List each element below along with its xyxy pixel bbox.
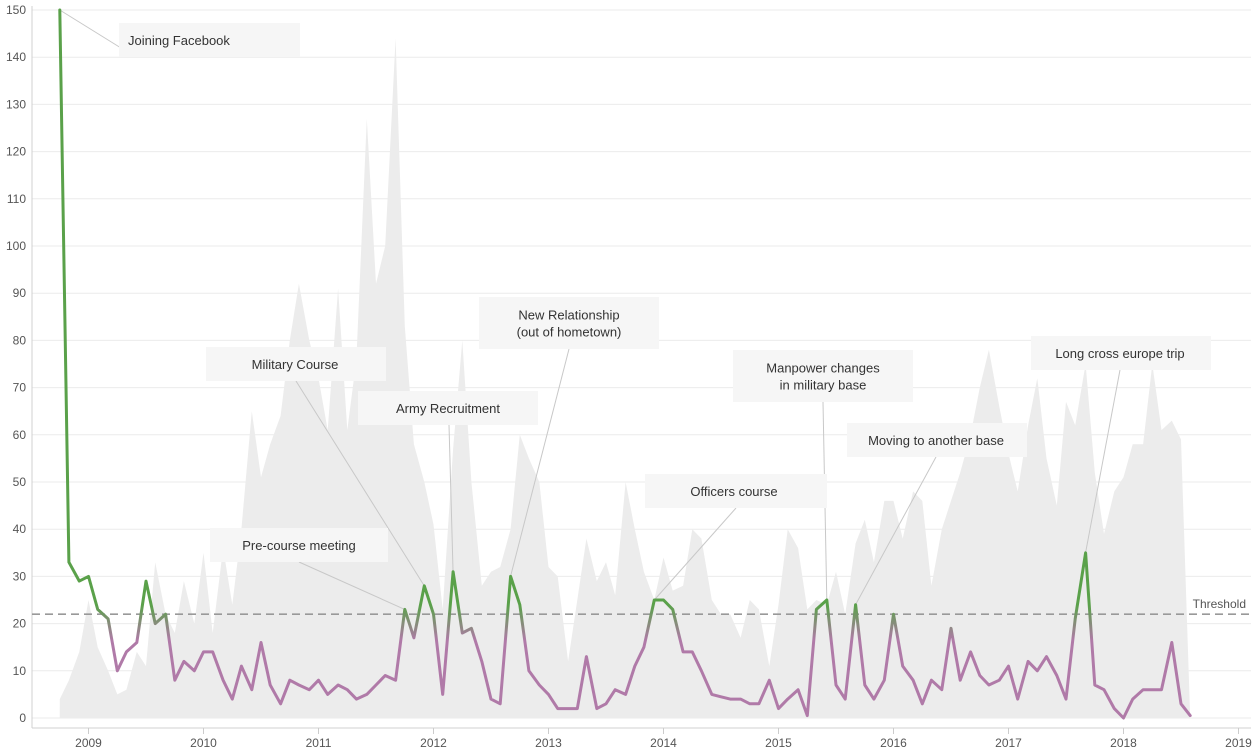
threshold: Threshold <box>32 597 1251 615</box>
annotation-label: Officers course <box>690 484 777 499</box>
annotation-box <box>479 297 659 349</box>
annotation-leader <box>295 380 425 587</box>
annotation-box <box>119 23 300 57</box>
y-tick-label: 10 <box>13 664 27 678</box>
annotation-box <box>358 391 538 425</box>
annotation-leader <box>653 507 737 601</box>
x-tick-label: 2010 <box>190 736 217 750</box>
gridlines <box>32 9 1251 719</box>
annotation-label: Army Recruitment <box>396 401 500 416</box>
y-tick-label: 30 <box>13 569 27 583</box>
annotation: New Relationship (out of hometown) <box>479 297 659 349</box>
y-tick-label: 90 <box>13 286 27 300</box>
x-tick-label: 2012 <box>420 736 447 750</box>
annotation-label: Moving to another base <box>868 433 1004 448</box>
axes: 0 10 20 30 40 50 60 70 80 90 100 110 120 130 140 150 200… <box>6 3 1252 750</box>
annotation-box <box>847 423 1027 457</box>
series-line <box>58 8 1192 720</box>
annotation-label: in military base <box>780 378 867 393</box>
annotation: Manpower changes in military base <box>733 350 913 402</box>
annotation-label: (out of hometown) <box>517 325 622 340</box>
y-tick-label: 60 <box>13 428 27 442</box>
annotation-label: Military Course <box>252 357 339 372</box>
y-tick-label: 130 <box>6 97 26 111</box>
annotation-box <box>733 350 913 402</box>
annotation: Pre-course meeting <box>210 528 388 562</box>
x-tick-label: 2017 <box>995 736 1022 750</box>
y-tick-label: 50 <box>13 475 27 489</box>
y-tick-label: 40 <box>13 522 27 536</box>
annotation-leader <box>1085 369 1121 553</box>
annotation-labels: Joining Facebook Pre-course meeting Milita… <box>119 23 1211 562</box>
y-tick-label: 120 <box>6 145 26 159</box>
annotation-leader <box>448 424 454 572</box>
x-tick-label: 2011 <box>306 736 332 750</box>
x-tick-label: 2018 <box>1110 736 1137 750</box>
annotation-box <box>210 528 388 562</box>
y-tick-label: 70 <box>13 381 27 395</box>
annotation-label: Long cross europe trip <box>1055 346 1184 361</box>
y-tick-label: 80 <box>13 333 27 347</box>
annotation-label: Pre-course meeting <box>242 538 355 553</box>
annotation-leader <box>59 9 122 49</box>
x-tick-label: 2016 <box>880 736 907 750</box>
annotation: Army Recruitment <box>358 391 538 425</box>
annotation-label: Joining Facebook <box>128 33 230 48</box>
annotation: Military Course <box>206 347 386 381</box>
x-tick-label: 2009 <box>75 736 102 750</box>
y-tick-label: 100 <box>6 239 26 253</box>
x-tick-label: 2013 <box>535 736 562 750</box>
x-tick-label: 2019 <box>1225 736 1252 750</box>
annotation-leader <box>855 456 937 605</box>
y-tick-label: 20 <box>13 617 27 631</box>
annotation-box <box>206 347 386 381</box>
annotation-label: Manpower changes <box>766 361 880 376</box>
annotation: Moving to another base <box>847 423 1027 457</box>
threshold-label: Threshold <box>1193 597 1246 611</box>
x-tick-label: 2014 <box>650 736 677 750</box>
x-tick-label: 2015 <box>765 736 792 750</box>
annotation-leader <box>510 348 570 577</box>
y-tick-label: 0 <box>19 711 26 725</box>
y-tick-label: 150 <box>6 3 26 17</box>
annotation: Officers course <box>645 474 827 508</box>
annotation-leaders <box>59 9 1121 610</box>
annotation-label: New Relationship <box>518 308 619 323</box>
y-tick-label: 140 <box>6 50 26 64</box>
annotation-box <box>645 474 827 508</box>
annotation: Long cross europe trip <box>1031 336 1211 370</box>
annotation-box <box>1031 336 1211 370</box>
annotation: Joining Facebook <box>119 23 300 57</box>
y-tick-label: 110 <box>7 192 26 206</box>
annotation-leader <box>298 561 405 610</box>
